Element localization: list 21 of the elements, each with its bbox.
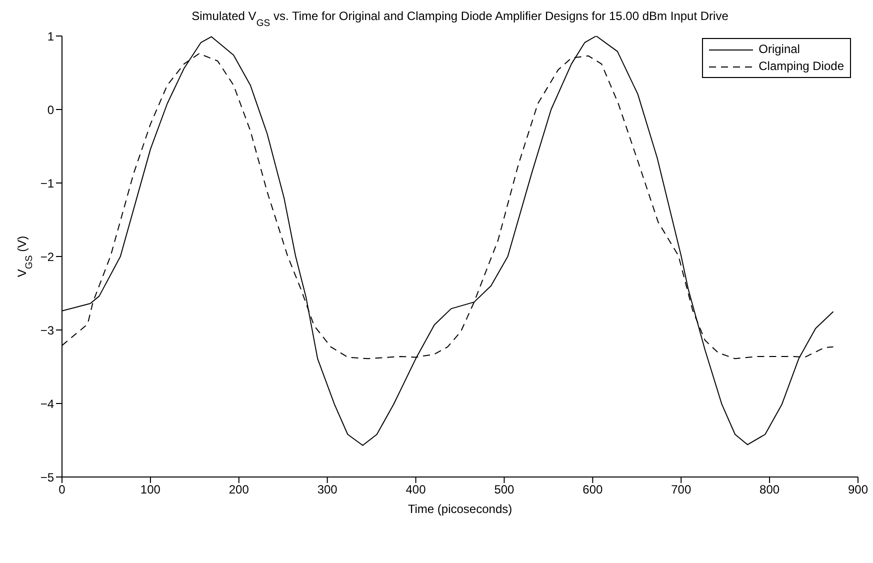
y-tick-label: −2 <box>40 250 54 264</box>
y-tick-label: −4 <box>40 396 54 411</box>
x-tick-label: 600 <box>582 482 603 497</box>
legend-label: Original <box>758 41 800 58</box>
y-tick-label: −3 <box>40 323 54 338</box>
chart-title: Simulated V$_{GS}$ vs. Time for Original and Clamping Diode Amplifier Designs for 15.00 dBm Input Drive <box>192 9 729 28</box>
x-tick-label: 100 <box>140 482 161 497</box>
x-tick-label: 800 <box>760 482 780 497</box>
y-tick-label: 1 <box>47 29 54 44</box>
x-tick-label: 300 <box>317 482 338 497</box>
x-tick-label: 400 <box>406 482 426 497</box>
x-tick-label: 700 <box>671 482 692 497</box>
legend-label: Clamping Diode <box>758 58 844 75</box>
x-tick-label: 900 <box>848 482 868 497</box>
y-tick-label: −5 <box>40 470 54 484</box>
y-tick-label: 0 <box>47 102 54 117</box>
y-tick-label: −1 <box>40 176 54 190</box>
x-tick-label: 0 <box>58 482 66 497</box>
x-tick-label: 500 <box>494 482 515 497</box>
x-axis-title: Time (picoseconds) <box>408 502 512 516</box>
x-tick-label: 200 <box>228 482 250 497</box>
